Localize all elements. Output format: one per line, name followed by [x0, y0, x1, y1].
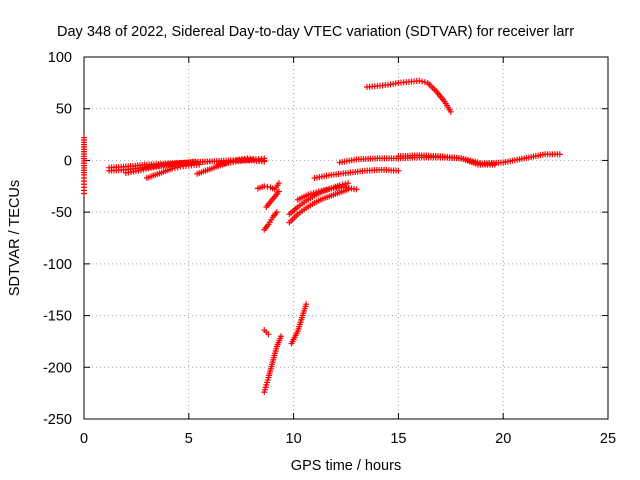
- x-tick-label: 15: [390, 431, 406, 447]
- data-point-marker: [345, 180, 352, 187]
- data-point-marker: [421, 79, 428, 86]
- chart-title: Day 348 of 2022, Sidereal Day-to-day VTE…: [57, 24, 574, 40]
- x-tick-label: 10: [286, 431, 302, 447]
- data-point-marker: [174, 164, 181, 171]
- data-point-marker: [278, 333, 285, 340]
- data-point-marker: [206, 158, 213, 165]
- data-point-marker: [275, 180, 282, 187]
- data-point-marker: [313, 189, 320, 196]
- data-point-marker: [171, 165, 178, 172]
- data-point-marker: [307, 190, 314, 197]
- data-point-marker: [275, 188, 282, 195]
- y-tick-label: 100: [48, 50, 72, 66]
- y-tick-label: -50: [51, 205, 72, 221]
- y-tick-label: 50: [56, 102, 72, 118]
- gridlines: [84, 57, 608, 419]
- y-tick-label: -150: [43, 309, 72, 325]
- y-tick-label: -200: [43, 360, 72, 376]
- data-point-marker: [447, 108, 454, 115]
- data-point-marker: [303, 301, 310, 308]
- data-point-marker: [419, 78, 426, 85]
- data-point-marker: [81, 190, 87, 197]
- data-point-marker: [395, 167, 402, 174]
- y-tick-label: 0: [64, 153, 72, 169]
- data-point-marker: [196, 161, 203, 168]
- data-point-marker: [192, 158, 199, 165]
- plot-frame: [83, 56, 609, 420]
- data-point-marker: [339, 181, 346, 188]
- data-point-marker: [305, 191, 312, 198]
- data-point-marker: [169, 165, 176, 172]
- y-axis-label: SDTVAR / TECUs: [7, 180, 23, 296]
- data-point-marker: [556, 151, 563, 158]
- data-point-marker: [265, 331, 272, 338]
- data-points: [81, 77, 563, 396]
- data-point-marker: [416, 77, 423, 84]
- data-point-marker: [261, 155, 268, 162]
- data-point-marker: [491, 161, 498, 168]
- y-tick-label: -250: [43, 412, 72, 428]
- data-point-marker: [273, 209, 280, 216]
- axis-ticks: -250 -200 -150 -100 -50 0 50 100 0 5 10 15 20 25: [43, 50, 616, 447]
- x-tick-label: 5: [185, 431, 193, 447]
- data-point-marker: [342, 180, 349, 187]
- x-tick-label: 25: [600, 431, 616, 447]
- x-axis-label: GPS time / hours: [291, 458, 401, 474]
- y-tick-label: -100: [43, 257, 72, 273]
- data-point-marker: [310, 190, 317, 197]
- data-point-marker: [353, 186, 360, 193]
- x-tick-label: 20: [495, 431, 511, 447]
- x-tick-label: 0: [80, 431, 88, 447]
